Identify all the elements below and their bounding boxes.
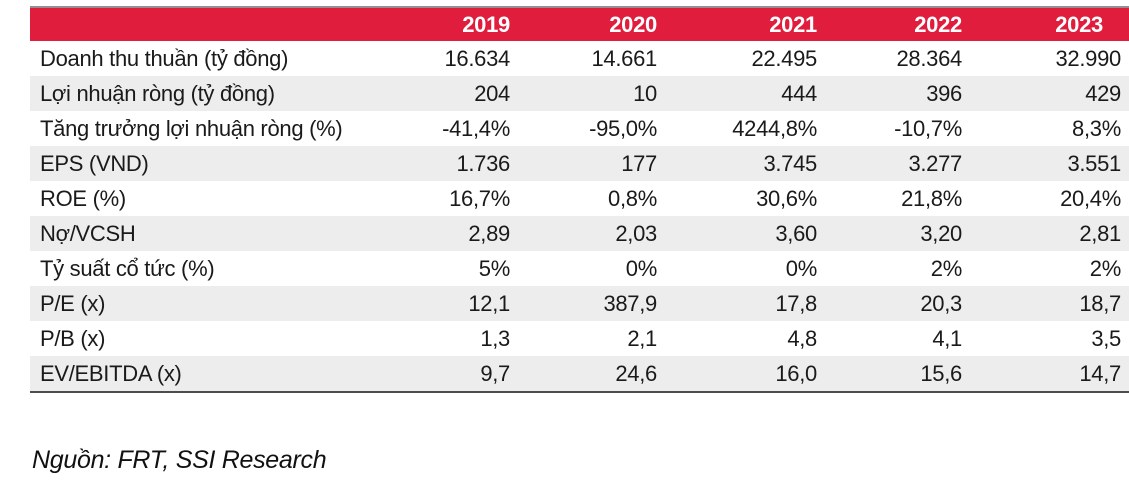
report-page: 2019 2020 2021 2022 2023 Doanh thu thuần (tỷ… [0, 6, 1129, 488]
table-row: Nợ/VCSH 2,89 2,03 3,60 3,20 2,81 [30, 216, 1129, 251]
metric-value: 2% [1089, 256, 1122, 281]
table-row: Doanh thu thuần (tỷ đồng) 16.634 14.661 22.… [30, 41, 1129, 76]
metric-value: 2,03 [615, 221, 657, 246]
metric-value: 16.634 [444, 46, 511, 71]
year-column-header: 2023 [970, 8, 1129, 41]
metric-value: 1.736 [456, 151, 510, 176]
financial-table: 2019 2020 2021 2022 2023 Doanh thu thuần (tỷ… [30, 8, 1129, 391]
metric-value: 14,7 [1079, 361, 1121, 386]
metric-value: 4244,8% [732, 116, 817, 141]
metric-value: 0,8% [608, 186, 657, 211]
metric-value: -95,0% [589, 116, 657, 141]
metric-value: 14.661 [591, 46, 658, 71]
metric-value: 3,20 [920, 221, 962, 246]
metric-value: 32.990 [1055, 46, 1122, 71]
table-row: EV/EBITDA (x) 9,7 24,6 16,0 15,6 14,7 [30, 356, 1129, 391]
metric-label: Tăng trưởng lợi nhuận ròng (%) [40, 116, 343, 141]
metric-label: Nợ/VCSH [40, 221, 136, 246]
table-row: Tăng trưởng lợi nhuận ròng (%) -41,4% -95,… [30, 111, 1129, 146]
year-column-header: 2022 [825, 8, 970, 41]
metric-value: 16,7% [449, 186, 510, 211]
metric-value: 387,9 [603, 291, 657, 316]
table-row: P/B (x) 1,3 2,1 4,8 4,1 3,5 [30, 321, 1129, 356]
table-row: Lợi nhuận ròng (tỷ đồng) 204 10 444 396 429 [30, 76, 1129, 111]
metric-value: 17,8 [775, 291, 817, 316]
metric-value: 429 [1085, 81, 1121, 106]
metric-value: 24,6 [615, 361, 657, 386]
metric-value: 0% [625, 256, 658, 281]
metric-value: 20,4% [1060, 186, 1121, 211]
metric-label: P/B (x) [40, 326, 106, 351]
metric-label: P/E (x) [40, 291, 106, 316]
table-row: ROE (%) 16,7% 0,8% 30,6% 21,8% 20,4% [30, 181, 1129, 216]
metric-value: 204 [474, 81, 510, 106]
metric-value: 444 [781, 81, 817, 106]
metric-value: 16,0 [775, 361, 817, 386]
metric-value: 2,1 [627, 326, 657, 351]
metric-value: 2,89 [468, 221, 510, 246]
metric-value: 18,7 [1079, 291, 1121, 316]
source-note: Nguồn: FRT, SSI Research [32, 446, 327, 474]
table-body: Doanh thu thuần (tỷ đồng) 16.634 14.661 22.… [30, 41, 1129, 391]
metric-value: 30,6% [756, 186, 817, 211]
metric-value: 12,1 [468, 291, 510, 316]
metric-value: 3,60 [775, 221, 817, 246]
metric-value: 3,5 [1091, 326, 1121, 351]
metric-value: 10 [633, 81, 657, 106]
table-row: EPS (VND) 1.736 177 3.745 3.277 3.551 [30, 146, 1129, 181]
metric-label: Doanh thu thuần (tỷ đồng) [40, 46, 289, 71]
year-column-header: 2021 [665, 8, 825, 41]
table-header-row: 2019 2020 2021 2022 2023 [30, 8, 1129, 41]
metric-value: 3.745 [763, 151, 817, 176]
metric-value: 8,3% [1072, 116, 1121, 141]
metric-value: 4,1 [932, 326, 962, 351]
year-column-header: 2019 [370, 8, 518, 41]
metric-value: 1,3 [480, 326, 510, 351]
metric-label: EV/EBITDA (x) [40, 361, 182, 386]
metric-value: 9,7 [480, 361, 510, 386]
year-column-header: 2020 [518, 8, 665, 41]
metric-value: 15,6 [920, 361, 962, 386]
table-row: P/E (x) 12,1 387,9 17,8 20,3 18,7 [30, 286, 1129, 321]
metric-value: 4,8 [787, 326, 817, 351]
metric-value: 0% [785, 256, 818, 281]
metric-value: 3.551 [1067, 151, 1121, 176]
metric-value: 20,3 [920, 291, 962, 316]
metric-label: Lợi nhuận ròng (tỷ đồng) [40, 81, 275, 106]
metric-value: 2,81 [1079, 221, 1121, 246]
header-corner-cell [30, 8, 370, 41]
metric-value: 2% [930, 256, 963, 281]
metric-value: 5% [478, 256, 511, 281]
metric-value: -10,7% [894, 116, 962, 141]
metric-value: 21,8% [901, 186, 962, 211]
table-row: Tỷ suất cổ tức (%) 5% 0% 0% 2% 2% [30, 251, 1129, 286]
metric-label: EPS (VND) [40, 151, 149, 176]
metric-value: 177 [621, 151, 657, 176]
metric-value: 396 [926, 81, 962, 106]
metric-value: -41,4% [442, 116, 510, 141]
metric-label: Tỷ suất cổ tức (%) [40, 256, 215, 281]
financial-summary-table: 2019 2020 2021 2022 2023 Doanh thu thuần (tỷ… [30, 6, 1129, 393]
metric-label: ROE (%) [40, 186, 126, 211]
metric-value: 28.364 [896, 46, 963, 71]
metric-value: 3.277 [908, 151, 962, 176]
metric-value: 22.495 [751, 46, 818, 71]
